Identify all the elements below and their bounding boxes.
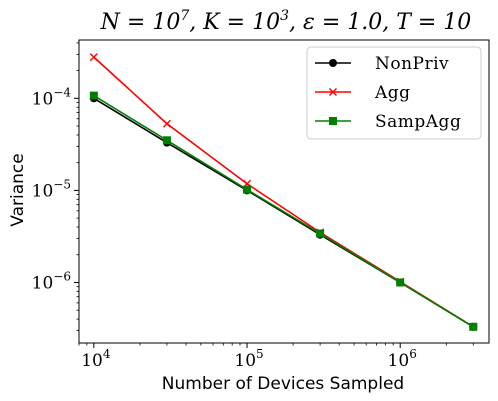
legend-item-sampagg: SampAgg [315, 112, 461, 132]
legend-label-agg: Agg [374, 83, 411, 103]
data-point-agg [89, 53, 98, 62]
legend-item-agg: Agg [315, 83, 411, 103]
legend-marker-nonpriv [329, 59, 337, 67]
data-point-sampagg [89, 91, 98, 100]
y-tick-label: 10−6 [32, 269, 71, 293]
data-point-agg [162, 119, 171, 128]
data-point-sampagg [162, 136, 171, 145]
data-point-sampagg [316, 229, 325, 238]
x-axis-label: Number of Devices Sampled [162, 374, 404, 394]
y-tick-label: 10−4 [32, 85, 72, 109]
series-line-sampagg [93, 94, 474, 328]
legend-label-nonpriv: NonPriv [375, 54, 449, 74]
legend-box [306, 46, 482, 140]
data-point-sampagg [396, 278, 405, 287]
legend: NonPriv Agg SampAgg [306, 46, 482, 140]
series-sampagg [89, 91, 478, 331]
data-point-sampagg [469, 322, 478, 331]
legend-label-sampagg: SampAgg [375, 112, 461, 132]
x-tick-label: 104 [81, 347, 111, 371]
plot-area [78, 39, 490, 344]
x-tick-label: 105 [234, 347, 263, 371]
data-point-sampagg [243, 185, 252, 194]
y-tick-label: 10−5 [32, 177, 71, 201]
legend-marker-sampagg [329, 117, 337, 125]
y-axis-label: Variance [8, 153, 28, 226]
legend-item-nonpriv: NonPriv [315, 54, 449, 74]
legend-marker-agg [329, 88, 337, 96]
chart-title: N = 107, K = 103, ε = 1.0, T = 10 [100, 8, 472, 35]
x-tick-label: 106 [388, 347, 417, 371]
